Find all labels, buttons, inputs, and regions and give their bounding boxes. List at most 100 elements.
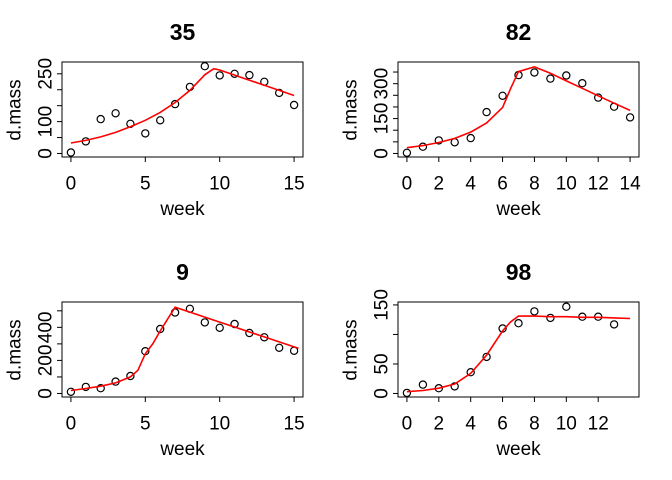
data-point bbox=[466, 367, 475, 377]
data-point bbox=[609, 320, 619, 329]
plot-title: 82 bbox=[506, 19, 532, 45]
data-point bbox=[562, 71, 571, 80]
data-point bbox=[66, 387, 76, 396]
data-point bbox=[514, 318, 523, 328]
x-tick-label: 0 bbox=[402, 174, 413, 195]
x-tick-label: 10 bbox=[556, 174, 577, 195]
y-tick-label: 0 bbox=[36, 388, 57, 399]
panel-subject-35: 35 week d.mass 0 5 10 15 0 100 250 bbox=[0, 0, 336, 240]
y-tick-label: 0 bbox=[36, 148, 57, 159]
y-tick-label: 300 bbox=[372, 68, 393, 100]
data-point bbox=[200, 318, 209, 327]
y-tick-label: 150 bbox=[372, 289, 393, 321]
plot-title: 98 bbox=[506, 259, 532, 285]
x-tick-label: 0 bbox=[66, 414, 77, 435]
plot-content: 0 5 10 15 0 100 250 bbox=[36, 58, 305, 195]
x-tick-label: 0 bbox=[66, 174, 77, 195]
x-tick-label: 14 bbox=[620, 174, 642, 195]
data-point bbox=[434, 136, 444, 145]
x-tick-label: 2 bbox=[434, 174, 445, 195]
plot-subject-35: 35 week d.mass 0 5 10 15 0 100 250 bbox=[5, 19, 305, 220]
data-point bbox=[562, 302, 571, 311]
y-tick-label: 400 bbox=[36, 311, 57, 343]
fit-line bbox=[406, 315, 631, 393]
data-point bbox=[275, 343, 284, 353]
data-point bbox=[245, 70, 254, 80]
plot-title: 35 bbox=[170, 19, 196, 45]
x-tick-label: 15 bbox=[284, 414, 305, 435]
data-point bbox=[402, 388, 412, 398]
data-point bbox=[625, 113, 635, 122]
x-tick-label: 10 bbox=[209, 174, 230, 195]
data-point bbox=[111, 109, 120, 118]
x-tick-label: 12 bbox=[588, 414, 609, 435]
x-tick-label: 0 bbox=[402, 414, 413, 435]
data-point bbox=[418, 380, 428, 389]
x-tick-label: 10 bbox=[209, 414, 230, 435]
data-point bbox=[200, 61, 209, 71]
x-axis-label: week bbox=[495, 199, 541, 220]
y-tick-label: 200 bbox=[36, 345, 57, 377]
data-point bbox=[289, 100, 299, 110]
x-tick-label: 2 bbox=[434, 414, 445, 435]
x-tick-label: 12 bbox=[588, 174, 609, 195]
data-point bbox=[466, 133, 475, 143]
y-axis-label: d.mass bbox=[5, 319, 26, 380]
data-point bbox=[126, 371, 135, 381]
plot-box bbox=[397, 61, 640, 158]
x-tick-label: 8 bbox=[529, 174, 540, 195]
data-point bbox=[482, 352, 491, 362]
data-point bbox=[275, 88, 284, 98]
data-point bbox=[96, 114, 105, 124]
data-point bbox=[402, 148, 412, 157]
plot-box bbox=[61, 301, 304, 398]
data-point bbox=[81, 382, 91, 392]
x-tick-label: 10 bbox=[556, 414, 577, 435]
y-tick-label: 50 bbox=[372, 353, 393, 374]
x-tick-label: 5 bbox=[140, 414, 151, 435]
data-point bbox=[546, 74, 555, 83]
data-point bbox=[578, 78, 587, 88]
x-axis-label: week bbox=[159, 199, 205, 220]
data-point bbox=[155, 116, 165, 125]
data-point bbox=[498, 91, 507, 101]
plot-box bbox=[61, 61, 304, 158]
panel-subject-9: 9 week d.mass 0 5 10 15 0 200 400 bbox=[0, 240, 336, 480]
data-point bbox=[66, 148, 76, 157]
plot-title: 9 bbox=[176, 259, 189, 285]
fit-line bbox=[70, 306, 299, 392]
y-tick-label: 0 bbox=[372, 388, 393, 399]
data-point bbox=[215, 323, 224, 333]
x-tick-label: 15 bbox=[284, 174, 305, 195]
data-point bbox=[530, 68, 539, 77]
y-axis-label: d.mass bbox=[341, 319, 362, 380]
plot-box bbox=[397, 301, 640, 398]
x-tick-label: 6 bbox=[497, 414, 508, 435]
data-point bbox=[450, 382, 459, 391]
x-tick-label: 5 bbox=[140, 174, 151, 195]
x-tick-label: 8 bbox=[529, 414, 540, 435]
data-point bbox=[546, 313, 555, 323]
data-point bbox=[96, 383, 105, 393]
panel-subject-98: 98 week d.mass 0 2 4 6 8 10 12 0 50 150 bbox=[336, 240, 672, 480]
data-point bbox=[482, 107, 491, 117]
x-tick-label: 4 bbox=[465, 414, 476, 435]
fit-line bbox=[406, 66, 631, 149]
y-tick-label: 150 bbox=[372, 103, 393, 135]
data-point bbox=[155, 324, 165, 334]
panel-subject-82: 82 week d.mass 0 2 4 6 8 10 12 14 0 150 300 bbox=[336, 0, 672, 240]
x-axis-label: week bbox=[495, 439, 541, 460]
y-tick-label: 0 bbox=[372, 148, 393, 159]
y-tick-label: 100 bbox=[36, 106, 57, 138]
data-point bbox=[215, 71, 224, 80]
data-point bbox=[530, 307, 539, 316]
data-point bbox=[141, 129, 150, 138]
y-axis-label: d.mass bbox=[341, 79, 362, 140]
x-axis-label: week bbox=[159, 439, 205, 460]
